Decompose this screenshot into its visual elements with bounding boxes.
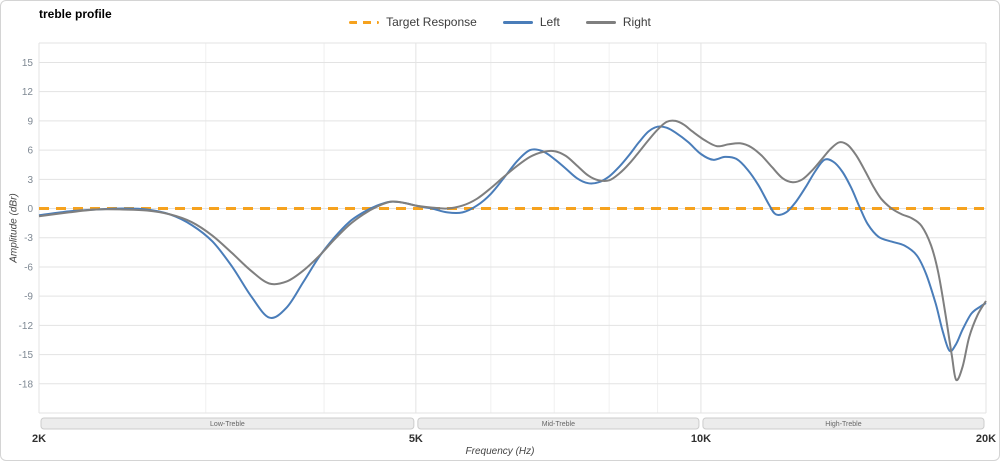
y-tick-label: 12	[22, 87, 34, 98]
legend-item-target-response[interactable]: Target Response	[349, 15, 477, 29]
legend-label-target-response: Target Response	[386, 15, 477, 29]
right-line-swatch	[585, 20, 616, 24]
legend-item-left[interactable]: Left	[502, 15, 560, 29]
band-label: Low-Treble	[210, 421, 245, 428]
x-tick-label: 2K	[32, 433, 46, 445]
y-tick-label: 6	[27, 146, 33, 157]
y-tick-label: -15	[19, 350, 34, 361]
band-bar	[702, 417, 985, 430]
series-line-right	[38, 119, 987, 382]
legend-label-left: Left	[539, 15, 560, 29]
band-bar	[417, 417, 700, 430]
left-line-swatch	[502, 20, 533, 24]
legend-label-right: Right	[622, 15, 651, 29]
band-label: High-Treble	[825, 421, 861, 428]
y-tick-label: -18	[19, 379, 34, 390]
y-axis-title: Amplitude (dBr)	[8, 193, 20, 263]
x-tick-label: 10K	[691, 433, 711, 445]
legend-item-right[interactable]: Right	[585, 15, 651, 29]
y-tick-label: -12	[19, 321, 34, 332]
y-tick-label: 3	[27, 175, 33, 186]
band-label: Mid-Treble	[542, 421, 575, 428]
y-tick-label: 9	[27, 116, 33, 127]
y-tick-label: -6	[24, 262, 33, 273]
legend: Target Response Left Right	[1, 15, 999, 29]
y-tick-label: -9	[24, 292, 33, 303]
x-tick-label: 20K	[976, 433, 996, 445]
target-response-line-swatch	[349, 20, 380, 24]
y-tick-label: -3	[24, 233, 33, 244]
series-line-left	[38, 125, 987, 353]
chart-title: treble profile	[39, 7, 112, 21]
x-tick-label: 5K	[409, 433, 423, 445]
y-tick-label: 15	[22, 58, 34, 69]
band-bar	[40, 417, 415, 430]
x-axis-title: Frequency (Hz)	[465, 446, 535, 457]
y-tick-label: 0	[27, 204, 33, 215]
